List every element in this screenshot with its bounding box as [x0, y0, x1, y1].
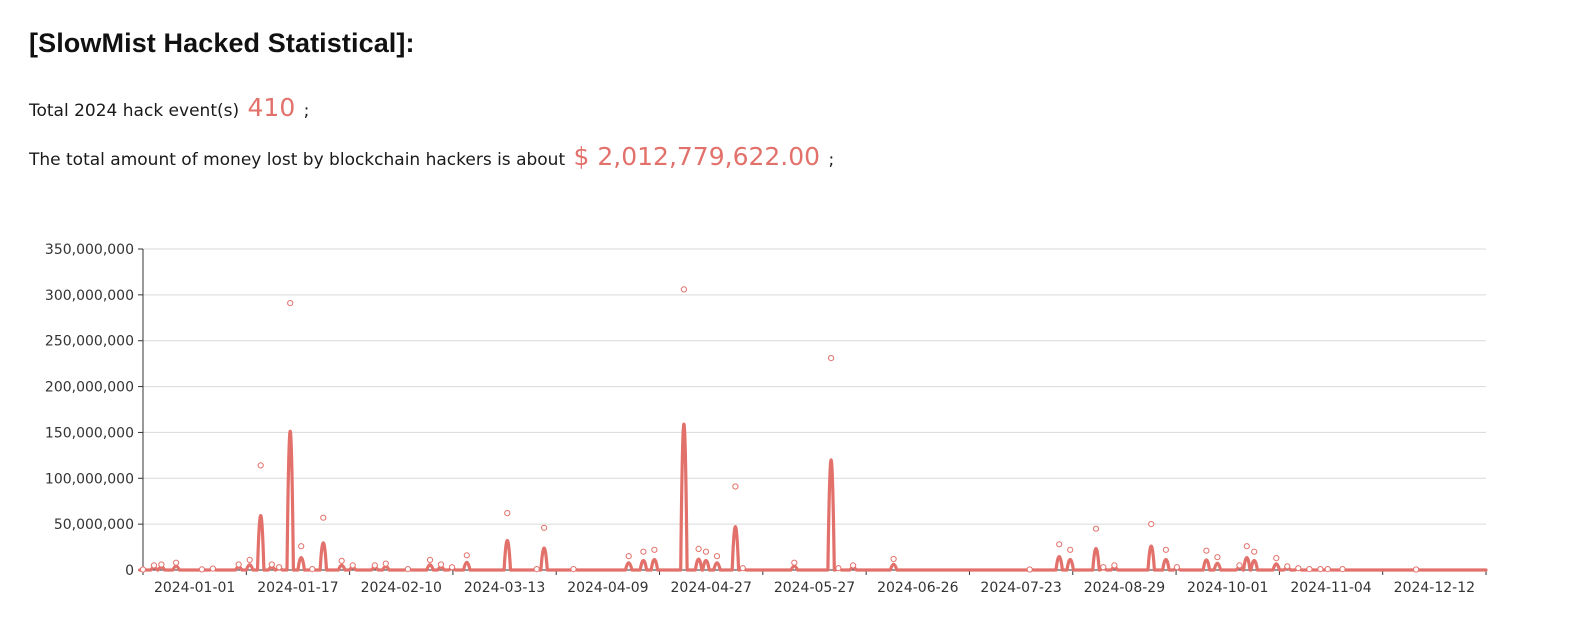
data-point[interactable] — [1056, 541, 1063, 548]
x-tick-label: 2024-05-27 — [774, 580, 855, 596]
data-point[interactable] — [1243, 543, 1250, 550]
data-point[interactable] — [1214, 554, 1221, 561]
data-point[interactable] — [1111, 562, 1118, 569]
x-tick-label: 2024-01-17 — [257, 580, 338, 596]
data-point[interactable] — [371, 562, 378, 569]
data-point[interactable] — [1148, 521, 1155, 528]
data-point[interactable] — [338, 557, 345, 564]
data-point[interactable] — [1295, 565, 1302, 572]
data-point[interactable] — [680, 286, 688, 293]
data-point[interactable] — [1317, 566, 1324, 573]
data-point[interactable] — [1284, 563, 1291, 570]
data-point[interactable] — [1236, 562, 1243, 569]
data-point[interactable] — [1306, 566, 1313, 573]
data-point[interactable] — [1067, 546, 1074, 553]
x-tick-label: 2024-12-12 — [1394, 580, 1475, 596]
data-point[interactable] — [890, 555, 897, 563]
data-point[interactable] — [702, 548, 710, 555]
data-point[interactable] — [625, 553, 632, 560]
chart-series — [138, 286, 1488, 573]
data-point[interactable] — [276, 564, 283, 571]
y-tick-label: 100,000,000 — [45, 471, 134, 487]
data-point[interactable] — [1162, 546, 1170, 553]
data-point[interactable] — [449, 564, 456, 571]
data-point[interactable] — [541, 524, 548, 531]
y-tick-label: 0 — [125, 563, 134, 579]
x-tick-label: 2024-04-27 — [671, 580, 752, 596]
data-point[interactable] — [828, 355, 835, 362]
data-point[interactable] — [1100, 564, 1107, 571]
y-tick-label: 150,000,000 — [45, 425, 134, 441]
data-point[interactable] — [349, 562, 356, 569]
data-point[interactable] — [173, 559, 180, 566]
data-point[interactable] — [235, 561, 242, 568]
y-tick-label: 300,000,000 — [45, 288, 134, 304]
data-point[interactable] — [139, 566, 147, 573]
data-point[interactable] — [1026, 566, 1033, 573]
data-point[interactable] — [695, 545, 702, 553]
hack-events-line: Total 2024 hack event(s) 410 ; — [29, 93, 309, 122]
data-point[interactable] — [404, 566, 411, 573]
data-point[interactable] — [1251, 548, 1258, 555]
data-point[interactable] — [739, 565, 746, 572]
money-lost-suffix: ; — [828, 150, 835, 170]
series-line — [138, 422, 1488, 572]
data-point[interactable] — [570, 566, 577, 573]
data-point[interactable] — [158, 561, 165, 568]
data-point[interactable] — [309, 566, 316, 573]
y-tick-label: 50,000,000 — [54, 517, 134, 533]
data-point[interactable] — [298, 543, 305, 550]
money-lost-line: The total amount of money lost by blockc… — [29, 142, 834, 171]
x-tick-label: 2024-03-13 — [464, 580, 545, 596]
data-point[interactable] — [1413, 566, 1420, 573]
data-point[interactable] — [246, 556, 253, 564]
data-point[interactable] — [640, 548, 647, 555]
x-tick-label: 2024-11-04 — [1290, 580, 1371, 596]
data-point[interactable] — [1092, 525, 1100, 532]
data-point[interactable] — [850, 562, 857, 569]
data-point[interactable] — [651, 546, 658, 553]
data-point[interactable] — [257, 462, 264, 469]
data-point[interactable] — [287, 300, 294, 307]
money-lost-label: The total amount of money lost by blockc… — [29, 150, 566, 170]
data-point[interactable] — [732, 483, 739, 490]
data-point[interactable] — [150, 562, 158, 569]
data-point[interactable] — [268, 561, 275, 568]
data-point[interactable] — [382, 560, 389, 567]
data-point[interactable] — [1273, 555, 1280, 562]
data-point[interactable] — [198, 566, 205, 573]
x-tick-label: 2024-01-01 — [154, 580, 235, 596]
chart-axes: 0 50,000,000 100,000,000 150,000,000 200,000… — [45, 242, 1487, 596]
x-tick-label: 2024-10-01 — [1187, 580, 1268, 596]
data-point[interactable] — [1173, 564, 1181, 571]
page-title: [SlowMist Hacked Statistical]: — [29, 28, 415, 58]
data-point[interactable] — [426, 556, 434, 564]
hack-events-count: 410 — [247, 93, 296, 122]
data-point[interactable] — [791, 559, 798, 566]
x-tick-label: 2024-07-23 — [980, 580, 1061, 596]
x-tick-label: 2024-06-26 — [877, 580, 958, 596]
data-point[interactable] — [533, 566, 540, 573]
data-point[interactable] — [835, 565, 842, 572]
data-point[interactable] — [320, 514, 327, 521]
y-tick-label: 350,000,000 — [45, 242, 134, 258]
money-lost-value: $ 2,012,779,622.00 — [573, 142, 821, 171]
data-point[interactable] — [504, 509, 511, 517]
y-tick-label: 250,000,000 — [45, 334, 134, 350]
data-point[interactable] — [1203, 547, 1210, 554]
data-point[interactable] — [1324, 566, 1331, 573]
data-point[interactable] — [1339, 566, 1346, 573]
data-point[interactable] — [209, 565, 216, 572]
hack-events-suffix: ; — [303, 101, 310, 121]
x-tick-label: 2024-02-10 — [361, 580, 442, 596]
data-point[interactable] — [463, 552, 470, 559]
data-point[interactable] — [437, 561, 445, 568]
x-tick-label: 2024-04-09 — [567, 580, 648, 596]
hack-events-label: Total 2024 hack event(s) — [29, 101, 240, 121]
y-tick-label: 200,000,000 — [45, 380, 134, 396]
data-point[interactable] — [713, 553, 721, 560]
chart-gridlines — [143, 248, 1486, 525]
x-tick-label: 2024-08-29 — [1084, 580, 1165, 596]
